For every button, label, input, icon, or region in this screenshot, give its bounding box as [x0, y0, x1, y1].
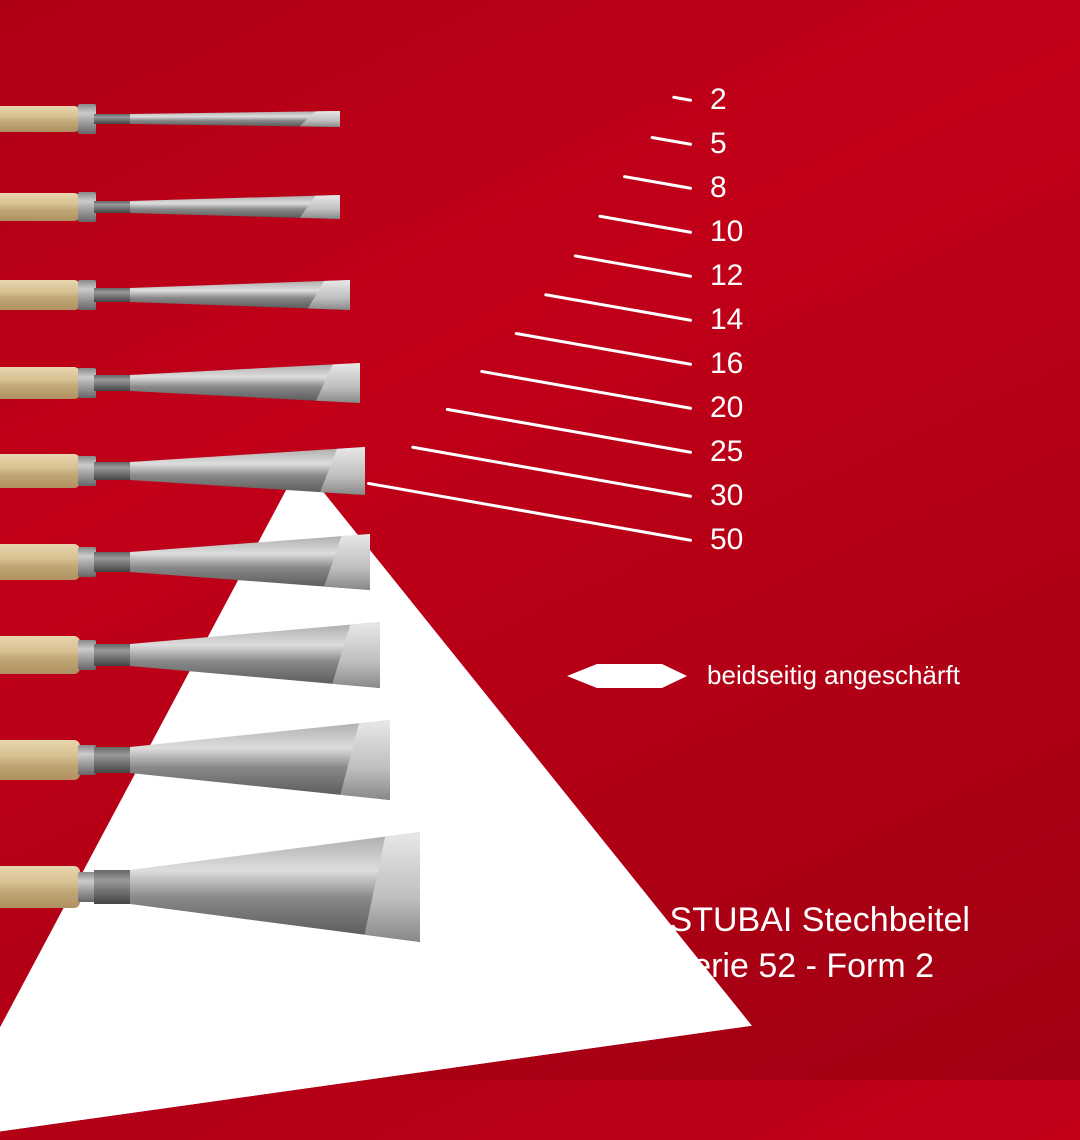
size-row: 8 [362, 166, 710, 210]
product-title: STUBAI Stechbeitel Serie 52 - Form 2 [670, 898, 970, 990]
chisel-handle [0, 367, 80, 399]
chisel-blade [130, 534, 370, 590]
size-line [623, 174, 692, 189]
size-row: 50 [362, 518, 710, 562]
chisel-blade [130, 447, 365, 495]
chisel-row [0, 178, 420, 236]
size-row: 5 [362, 122, 710, 166]
chisel-row [0, 266, 420, 324]
chisel-row [0, 530, 420, 594]
chisel-row [0, 618, 420, 692]
chisel-blade [130, 622, 380, 688]
title-line-2: Serie 52 - Form 2 [670, 944, 970, 990]
chisel-neck [94, 747, 134, 773]
chisel-handle [0, 866, 80, 908]
chisel-blade [130, 280, 350, 310]
chisel-row [0, 354, 420, 412]
chisel-blade [130, 195, 340, 219]
size-label: 8 [710, 171, 770, 205]
size-label: 2 [710, 83, 770, 117]
size-label: 10 [710, 215, 770, 249]
size-line [598, 214, 692, 233]
size-label: 20 [710, 391, 770, 425]
chisel-handle [0, 106, 80, 132]
size-label: 14 [710, 303, 770, 337]
chisel-handle [0, 454, 80, 488]
title-line-1: STUBAI Stechbeitel [670, 898, 970, 944]
size-row: 12 [362, 254, 710, 298]
chisel-neck [94, 644, 134, 666]
chisel-handle [0, 544, 80, 580]
size-line [672, 95, 692, 101]
chisel-blade [130, 363, 360, 403]
legend: beidseitig angeschärft [567, 660, 960, 691]
chisel-handle [0, 636, 80, 674]
chisel-neck [94, 288, 134, 302]
chisel-row [0, 90, 420, 148]
blade-profile-icon [567, 662, 687, 690]
size-label: 25 [710, 435, 770, 469]
chisel-neck [94, 870, 134, 904]
chisel-neck [94, 462, 134, 480]
size-line [650, 135, 692, 145]
legend-text: beidseitig angeschärft [707, 660, 960, 691]
chisel-neck [94, 114, 134, 124]
chisel-blade [130, 720, 390, 800]
size-label: 30 [710, 479, 770, 513]
chisel-neck [94, 201, 134, 213]
size-label: 50 [710, 523, 770, 557]
chisel-row [0, 716, 420, 804]
chisel-row [0, 828, 420, 946]
size-label: 16 [710, 347, 770, 381]
size-label: 12 [710, 259, 770, 293]
chisel-handle [0, 740, 80, 780]
chisel-blade [130, 111, 340, 127]
chisel-column [0, 90, 420, 970]
chisel-row [0, 442, 420, 500]
chisel-handle [0, 280, 80, 310]
chisel-blade [130, 832, 420, 942]
size-row: 2 [362, 78, 710, 122]
chisel-neck [94, 552, 134, 572]
chisel-neck [94, 375, 134, 391]
size-chart: 2581012141620253050 [362, 78, 710, 562]
size-label: 5 [710, 127, 770, 161]
size-row: 10 [362, 210, 710, 254]
size-line [574, 254, 693, 278]
chisel-handle [0, 193, 80, 221]
